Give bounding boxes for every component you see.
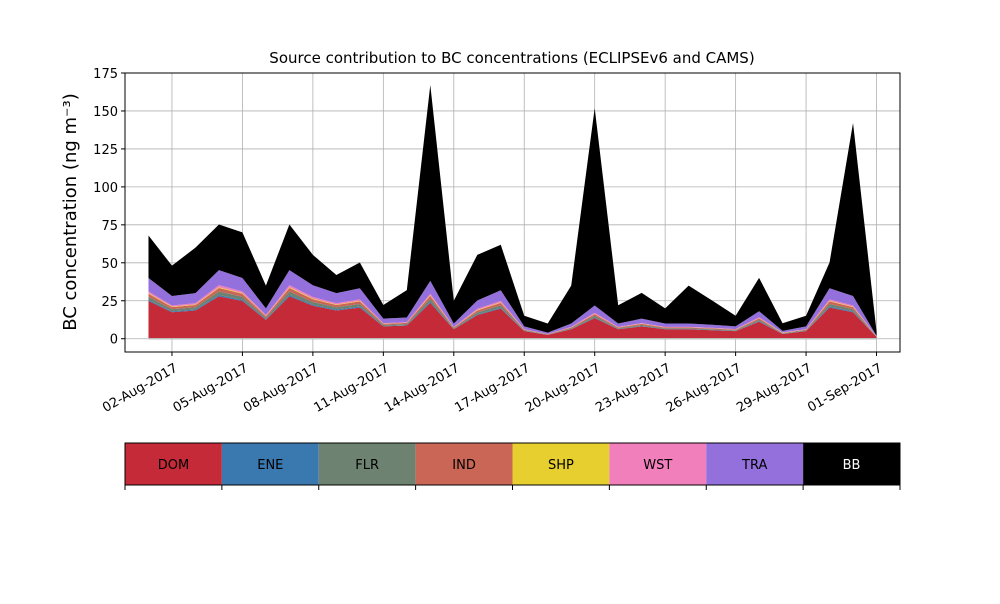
y-axis-label: BC concentration (ng m⁻³) [60,93,81,331]
y-tick-label: 175 [93,67,118,82]
plot-frame [124,72,901,353]
legend-swatch [512,443,610,485]
y-tick-label: 100 [93,181,118,196]
y-tick-label: 150 [93,105,118,120]
legend-label: IND [452,458,476,473]
chart-title: Source contribution to BC concentrations… [269,49,754,67]
x-tick-label: 23-Aug-2017 [593,361,673,416]
x-tick-label: 17-Aug-2017 [452,361,532,416]
legend-label: SHP [548,458,574,473]
x-tick-label: 08-Aug-2017 [241,361,321,416]
y-tick-label: 50 [101,257,118,272]
legend-swatch [318,443,416,485]
legend-label: BB [843,458,861,473]
x-tick-label: 14-Aug-2017 [382,361,462,416]
y-tick-label: 0 [110,333,118,348]
y-tick-label: 75 [101,219,118,234]
y-tick-label: 25 [101,295,118,310]
x-tick-label: 20-Aug-2017 [523,361,603,416]
x-tick-label: 05-Aug-2017 [171,361,251,416]
legend-label: FLR [355,458,379,473]
legend-swatch [706,443,804,485]
x-tick-label: 26-Aug-2017 [664,361,744,416]
legend-label: DOM [158,458,189,473]
x-tick-label: 01-Sep-2017 [805,361,885,416]
area [148,296,877,339]
area [148,270,877,337]
legend-label: WST [643,458,672,473]
legend-swatch [125,443,222,485]
legend-label: ENE [257,458,283,473]
x-tick-label: 11-Aug-2017 [311,361,391,416]
legend-swatch [415,443,513,485]
legend-frame [124,442,901,486]
x-tick-label: 02-Aug-2017 [100,361,180,416]
y-tick-label: 125 [93,143,118,158]
legend-swatch [803,443,900,485]
legend-swatch [609,443,707,485]
legend-swatch [221,443,319,485]
x-tick-label: 29-Aug-2017 [734,361,814,416]
area [148,84,877,336]
legend-label: TRA [741,458,767,473]
